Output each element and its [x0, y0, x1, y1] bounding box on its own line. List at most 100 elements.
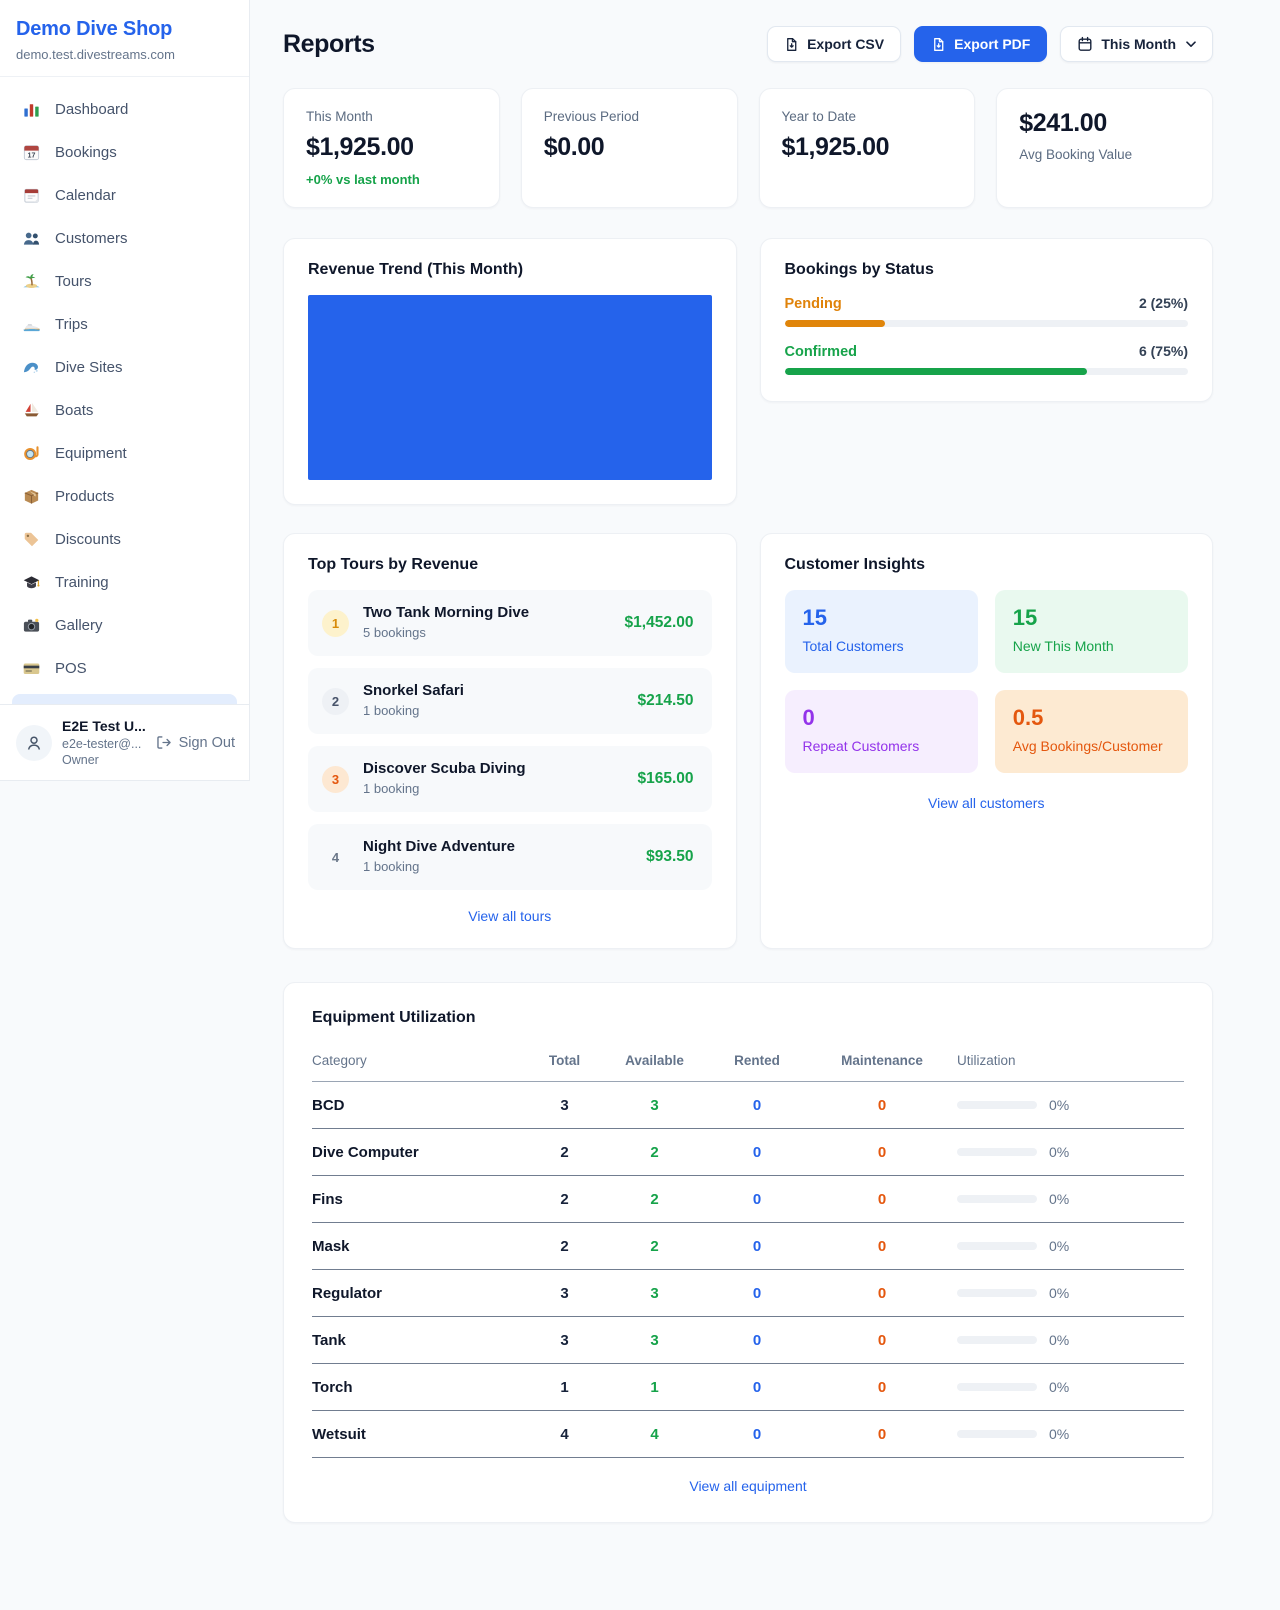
sidebar-item-customers[interactable]: Customers [12, 220, 237, 257]
stat-value: $1,925.00 [781, 133, 890, 161]
cell-maintenance: 0 [877, 1284, 887, 1302]
cell-total: 2 [560, 1143, 569, 1161]
sidebar-item-label: Gallery [55, 617, 103, 634]
table-row: Mask 2 2 0 0 0% [312, 1223, 1184, 1270]
sidebar-item-products[interactable]: Products [12, 478, 237, 515]
cell-rented: 0 [752, 1378, 762, 1396]
sailboat-icon [22, 401, 41, 420]
utilization-bar [957, 1148, 1037, 1156]
period-dropdown[interactable]: This Month [1060, 26, 1213, 62]
top-tours-card: Top Tours by Revenue 1 Two Tank Morning … [283, 533, 737, 949]
people-icon [22, 229, 41, 248]
sidebar-item-equipment[interactable]: Equipment [12, 435, 237, 472]
cell-utilization: 0% [957, 1097, 1184, 1113]
table-row: Dive Computer 2 2 0 0 0% [312, 1129, 1184, 1176]
cell-total: 2 [560, 1190, 569, 1208]
table-row: Fins 2 2 0 0 0% [312, 1176, 1184, 1223]
sidebar-item-dive-sites[interactable]: Dive Sites [12, 349, 237, 386]
cell-maintenance: 0 [877, 1237, 887, 1255]
tour-bookings: 1 booking [363, 859, 420, 874]
cell-rented: 0 [752, 1331, 762, 1349]
tile-new-this-month: 15 New This Month [994, 590, 1188, 673]
export-pdf-button[interactable]: Export PDF [914, 26, 1048, 62]
export-csv-button[interactable]: Export CSV [767, 26, 902, 62]
tile-value: 15 [1012, 605, 1038, 630]
status-bar-fill-pending [784, 320, 886, 327]
cell-utilization: 0% [957, 1426, 1184, 1442]
sidebar-item-tours[interactable]: Tours [12, 263, 237, 300]
sign-out-button[interactable]: Sign Out [155, 734, 235, 751]
cell-total: 3 [560, 1284, 569, 1302]
revenue-trend-card: Revenue Trend (This Month) [283, 238, 737, 505]
tag-icon [22, 530, 41, 549]
status-bar-track [784, 320, 1188, 327]
column-header-available: Available [625, 1053, 684, 1068]
list-item: 3 Discover Scuba Diving 1 booking $165.0… [308, 746, 712, 812]
sidebar-item-calendar[interactable]: Calendar [12, 177, 237, 214]
tile-avg-bookings-per-customer: 0.5 Avg Bookings/Customer [994, 690, 1188, 773]
sidebar-item-label: POS [55, 660, 87, 677]
period-label: This Month [1101, 36, 1176, 52]
cell-utilization: 0% [957, 1285, 1184, 1301]
file-export-icon [931, 37, 946, 52]
utilization-bar [957, 1430, 1037, 1438]
utilization-percent: 0% [1049, 1238, 1070, 1254]
cell-utilization: 0% [957, 1379, 1184, 1395]
cell-category: Regulator [312, 1284, 383, 1302]
status-label: Confirmed [784, 344, 858, 360]
revenue-trend-title: Revenue Trend (This Month) [308, 261, 524, 278]
view-all-equipment-link[interactable]: View all equipment [689, 1478, 807, 1494]
user-name: E2E Test U... [62, 718, 146, 735]
page-header: Reports Export CSV Export PDF [283, 26, 1213, 62]
tour-info: Two Tank Morning Dive 5 bookings [363, 604, 611, 642]
camera-icon [22, 616, 41, 635]
cell-rented: 0 [752, 1237, 762, 1255]
utilization-percent: 0% [1049, 1191, 1070, 1207]
tile-total-customers: 15 Total Customers [784, 590, 978, 673]
cell-total: 3 [560, 1096, 569, 1114]
sidebar-item-training[interactable]: Training [12, 564, 237, 601]
cell-rented: 0 [752, 1284, 762, 1302]
stat-value: $0.00 [543, 133, 605, 161]
sign-out-label: Sign Out [178, 734, 235, 751]
cell-category: Mask [312, 1237, 350, 1255]
sidebar-item-label: Dive Sites [55, 359, 123, 376]
cell-available: 3 [650, 1331, 659, 1349]
wave-icon [22, 358, 41, 377]
svg-text:17: 17 [28, 151, 36, 159]
bookings-by-status-title: Bookings by Status [784, 261, 934, 278]
tour-info: Snorkel Safari 1 booking [363, 682, 623, 720]
revenue-trend-chart [308, 295, 712, 480]
view-all-tours-link[interactable]: View all tours [468, 908, 552, 924]
calendar-date-icon: 17 [22, 143, 41, 162]
sidebar-item-pos[interactable]: POS [12, 650, 237, 687]
cell-available: 1 [650, 1378, 659, 1396]
user-meta: E2E Test U... e2e-tester@... Owner [62, 717, 146, 768]
export-csv-label: Export CSV [807, 36, 885, 52]
export-pdf-label: Export PDF [954, 36, 1031, 52]
sidebar-item-reports-active-partial[interactable] [12, 694, 237, 705]
sidebar-item-trips[interactable]: Trips [12, 306, 237, 343]
sidebar-nav: Dashboard 17 Bookings Calendar Customers [0, 77, 249, 694]
tour-info: Night Dive Adventure 1 booking [363, 838, 632, 876]
sidebar-item-dashboard[interactable]: Dashboard [12, 91, 237, 128]
view-all-customers-link[interactable]: View all customers [928, 795, 1045, 811]
cell-maintenance: 0 [877, 1096, 887, 1114]
stat-value: $241.00 [1019, 109, 1107, 137]
user-role: Owner [62, 752, 99, 767]
cell-available: 4 [650, 1425, 659, 1443]
sidebar-item-boats[interactable]: Boats [12, 392, 237, 429]
header-actions: Export CSV Export PDF This Month [767, 26, 1213, 62]
stat-label: Avg Booking Value [1019, 147, 1133, 162]
status-row-pending: Pending 2 (25%) [785, 295, 1189, 312]
tour-bookings: 1 booking [363, 781, 420, 796]
sidebar-item-label: Tours [55, 273, 92, 290]
sidebar-item-discounts[interactable]: Discounts [12, 521, 237, 558]
cell-maintenance: 0 [877, 1331, 887, 1349]
cell-available: 2 [650, 1237, 659, 1255]
sidebar-item-gallery[interactable]: Gallery [12, 607, 237, 644]
stat-card-year-to-date: Year to Date $1,925.00 [758, 88, 976, 208]
sidebar-item-bookings[interactable]: 17 Bookings [12, 134, 237, 171]
stat-label: Year to Date [781, 109, 857, 124]
cell-rented: 0 [752, 1143, 762, 1161]
